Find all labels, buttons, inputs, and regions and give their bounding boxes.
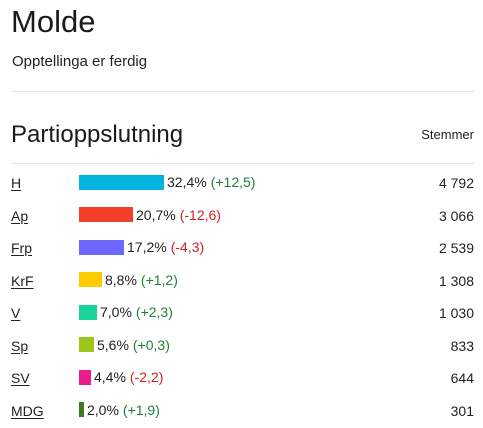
party-share: 2,0%(+1,9) (79, 401, 160, 419)
party-link[interactable]: SV (11, 369, 30, 387)
party-row: MDG 2,0%(+1,9) 301 (11, 396, 474, 428)
section-title: Partioppslutning (11, 120, 183, 150)
share-change: (-4,3) (171, 238, 204, 256)
party-row: H 32,4%(+12,5) 4 792 (11, 168, 474, 201)
share-percent: 8,8% (105, 271, 137, 289)
party-row: Frp 17,2%(-4,3) 2 539 (11, 233, 474, 266)
vote-count: 1 308 (439, 272, 474, 290)
share-percent: 2,0% (87, 401, 119, 419)
share-percent: 32,4% (167, 173, 207, 191)
party-results-list: H 32,4%(+12,5) 4 792 Ap 20,7%(-12,6) 3 066 Frp… (11, 168, 474, 428)
party-row: KrF 8,8%(+1,2) 1 308 (11, 266, 474, 299)
party-link[interactable]: MDG (11, 402, 44, 420)
share-percent: 17,2% (127, 238, 167, 256)
party-link[interactable]: KrF (11, 272, 34, 290)
divider (11, 163, 474, 164)
share-bar (79, 240, 124, 255)
share-bar (79, 272, 102, 287)
party-link[interactable]: V (11, 304, 20, 322)
party-share: 5,6%(+0,3) (79, 336, 170, 354)
share-percent: 5,6% (97, 336, 129, 354)
party-share: 17,2%(-4,3) (79, 238, 204, 256)
share-percent: 4,4% (94, 368, 126, 386)
party-row: Sp 5,6%(+0,3) 833 (11, 331, 474, 364)
party-share: 7,0%(+2,3) (79, 303, 173, 321)
page-title: Molde (11, 3, 95, 41)
vote-count: 644 (451, 369, 474, 387)
share-bar (79, 402, 84, 417)
divider (11, 91, 474, 92)
vote-count: 4 792 (439, 174, 474, 192)
party-row: V 7,0%(+2,3) 1 030 (11, 298, 474, 331)
share-change: (+12,5) (211, 173, 256, 191)
count-status: Opptellinga er ferdig (12, 53, 147, 71)
share-percent: 7,0% (100, 303, 132, 321)
party-link[interactable]: Frp (11, 239, 32, 257)
votes-column-header: Stemmer (421, 127, 474, 143)
share-change: (+1,2) (141, 271, 178, 289)
share-bar (79, 175, 164, 190)
share-bar (79, 337, 94, 352)
share-change: (-12,6) (180, 206, 221, 224)
share-change: (+0,3) (133, 336, 170, 354)
party-link[interactable]: Ap (11, 207, 28, 225)
vote-count: 833 (451, 337, 474, 355)
share-change: (+1,9) (123, 401, 160, 419)
share-bar (79, 207, 133, 222)
vote-count: 2 539 (439, 239, 474, 257)
party-row: Ap 20,7%(-12,6) 3 066 (11, 201, 474, 234)
vote-count: 3 066 (439, 207, 474, 225)
share-bar (79, 370, 91, 385)
party-share: 20,7%(-12,6) (79, 206, 221, 224)
vote-count: 1 030 (439, 304, 474, 322)
party-share: 32,4%(+12,5) (79, 173, 255, 191)
party-share: 4,4%(-2,2) (79, 368, 163, 386)
party-link[interactable]: Sp (11, 337, 28, 355)
vote-count: 301 (451, 402, 474, 420)
party-link[interactable]: H (11, 174, 21, 192)
share-change: (-2,2) (130, 368, 163, 386)
party-row: SV 4,4%(-2,2) 644 (11, 363, 474, 396)
share-change: (+2,3) (136, 303, 173, 321)
party-share: 8,8%(+1,2) (79, 271, 178, 289)
share-percent: 20,7% (136, 206, 176, 224)
share-bar (79, 305, 97, 320)
